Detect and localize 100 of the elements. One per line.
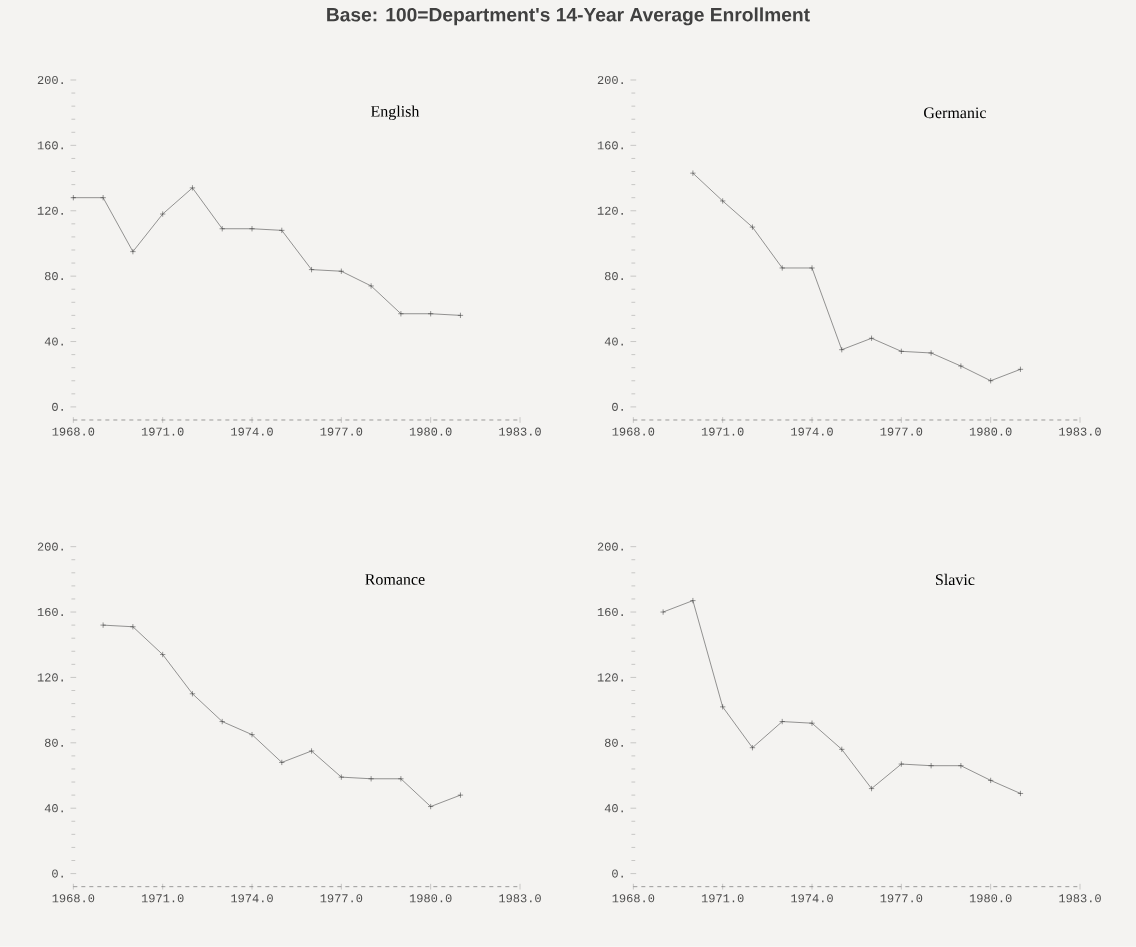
point [749,744,756,751]
text: Germanic [924,107,986,119]
y-tick-label: 80. [44,738,63,748]
x-tick-label: 1980.0 [969,894,1012,903]
point [779,265,786,272]
x-tick-label: 1977.0 [320,894,363,903]
point [660,609,667,616]
y-tick-label: 120. [597,206,623,216]
x-tick-label: 1968.0 [52,894,95,903]
point [898,348,905,355]
point [928,350,935,357]
y-tick-label: 0. [612,869,623,878]
point [219,718,226,725]
y-tick-label: 200. [37,542,63,551]
y-tick-label: 80. [604,738,623,748]
x-tick-label: 1974.0 [791,427,833,436]
text: English [370,105,420,121]
point [838,746,845,753]
point [868,335,875,342]
x-tick-label: 1968.0 [612,427,655,436]
x-tick-label: 1971.0 [141,894,184,903]
point [397,776,404,782]
text: Slavic [936,574,975,586]
point [987,777,994,784]
y-tick-label: 0. [52,869,63,878]
point [749,224,756,231]
x-tick-label: 1983.0 [1059,894,1101,903]
point [308,748,315,755]
point [689,597,696,604]
point [70,194,77,201]
x-tick-label: 1980.0 [409,427,452,436]
x-tick-label: 1977.0 [320,427,363,436]
y-tick-label: 120. [37,206,63,216]
y-tick-label: 0. [52,403,63,412]
point [100,622,107,629]
point [189,185,196,191]
y-tick-label: 0. [612,403,623,412]
x-tick-label: 1971.0 [141,427,184,436]
point [809,265,815,272]
point [100,194,107,201]
point [957,363,964,370]
point [689,170,696,177]
point [809,720,815,727]
point [368,283,375,290]
text: Romance [365,574,425,585]
point [219,225,226,232]
y-tick-label: 160. [597,141,623,150]
point [427,310,434,317]
y-tick-label: 40. [44,337,63,346]
x-tick-label: 1974.0 [791,894,833,903]
y-tick-label: 40. [604,337,623,346]
point [457,312,464,319]
x-tick-label: 1977.0 [880,427,923,436]
y-tick-label: 200. [597,76,623,85]
x-tick-label: 1971.0 [701,894,744,903]
point [838,346,845,353]
point [1017,790,1024,797]
point [898,761,905,768]
point [278,227,285,234]
x-tick-label: 1971.0 [701,427,744,436]
point [928,762,935,769]
y-tick-label: 80. [44,272,63,281]
point [338,774,345,781]
point [719,198,726,205]
x-tick-label: 1983.0 [499,427,541,436]
y-tick-label: 200. [597,542,623,551]
point [278,759,285,766]
point [338,268,345,275]
x-tick-label: 1977.0 [880,894,923,903]
y-tick-label: 160. [597,608,623,617]
point [1017,366,1024,373]
point [249,225,255,232]
point [957,762,964,769]
text: Base: 100=Department's 14-Year Average Enrollment [327,7,810,26]
point [368,776,375,782]
y-tick-label: 40. [44,804,63,813]
y-tick-label: 40. [604,804,623,813]
y-tick-label: 160. [37,608,63,617]
x-tick-label: 1983.0 [1059,427,1101,436]
x-tick-label: 1980.0 [969,427,1012,436]
point [159,651,166,658]
point [189,691,196,697]
x-tick-label: 1968.0 [612,894,655,903]
y-tick-label: 120. [37,673,63,682]
y-tick-label: 160. [37,141,63,150]
point [868,785,875,792]
x-tick-label: 1968.0 [52,427,95,436]
x-tick-label: 1974.0 [231,427,273,436]
point [457,792,464,799]
point [397,310,404,317]
point [129,623,136,630]
y-tick-label: 120. [597,673,623,682]
x-tick-label: 1974.0 [231,894,273,903]
point [308,266,315,273]
point [249,731,255,738]
x-tick-label: 1980.0 [409,894,452,903]
point [129,248,136,255]
point [719,704,726,710]
point [159,211,166,218]
x-tick-label: 1983.0 [499,894,541,903]
